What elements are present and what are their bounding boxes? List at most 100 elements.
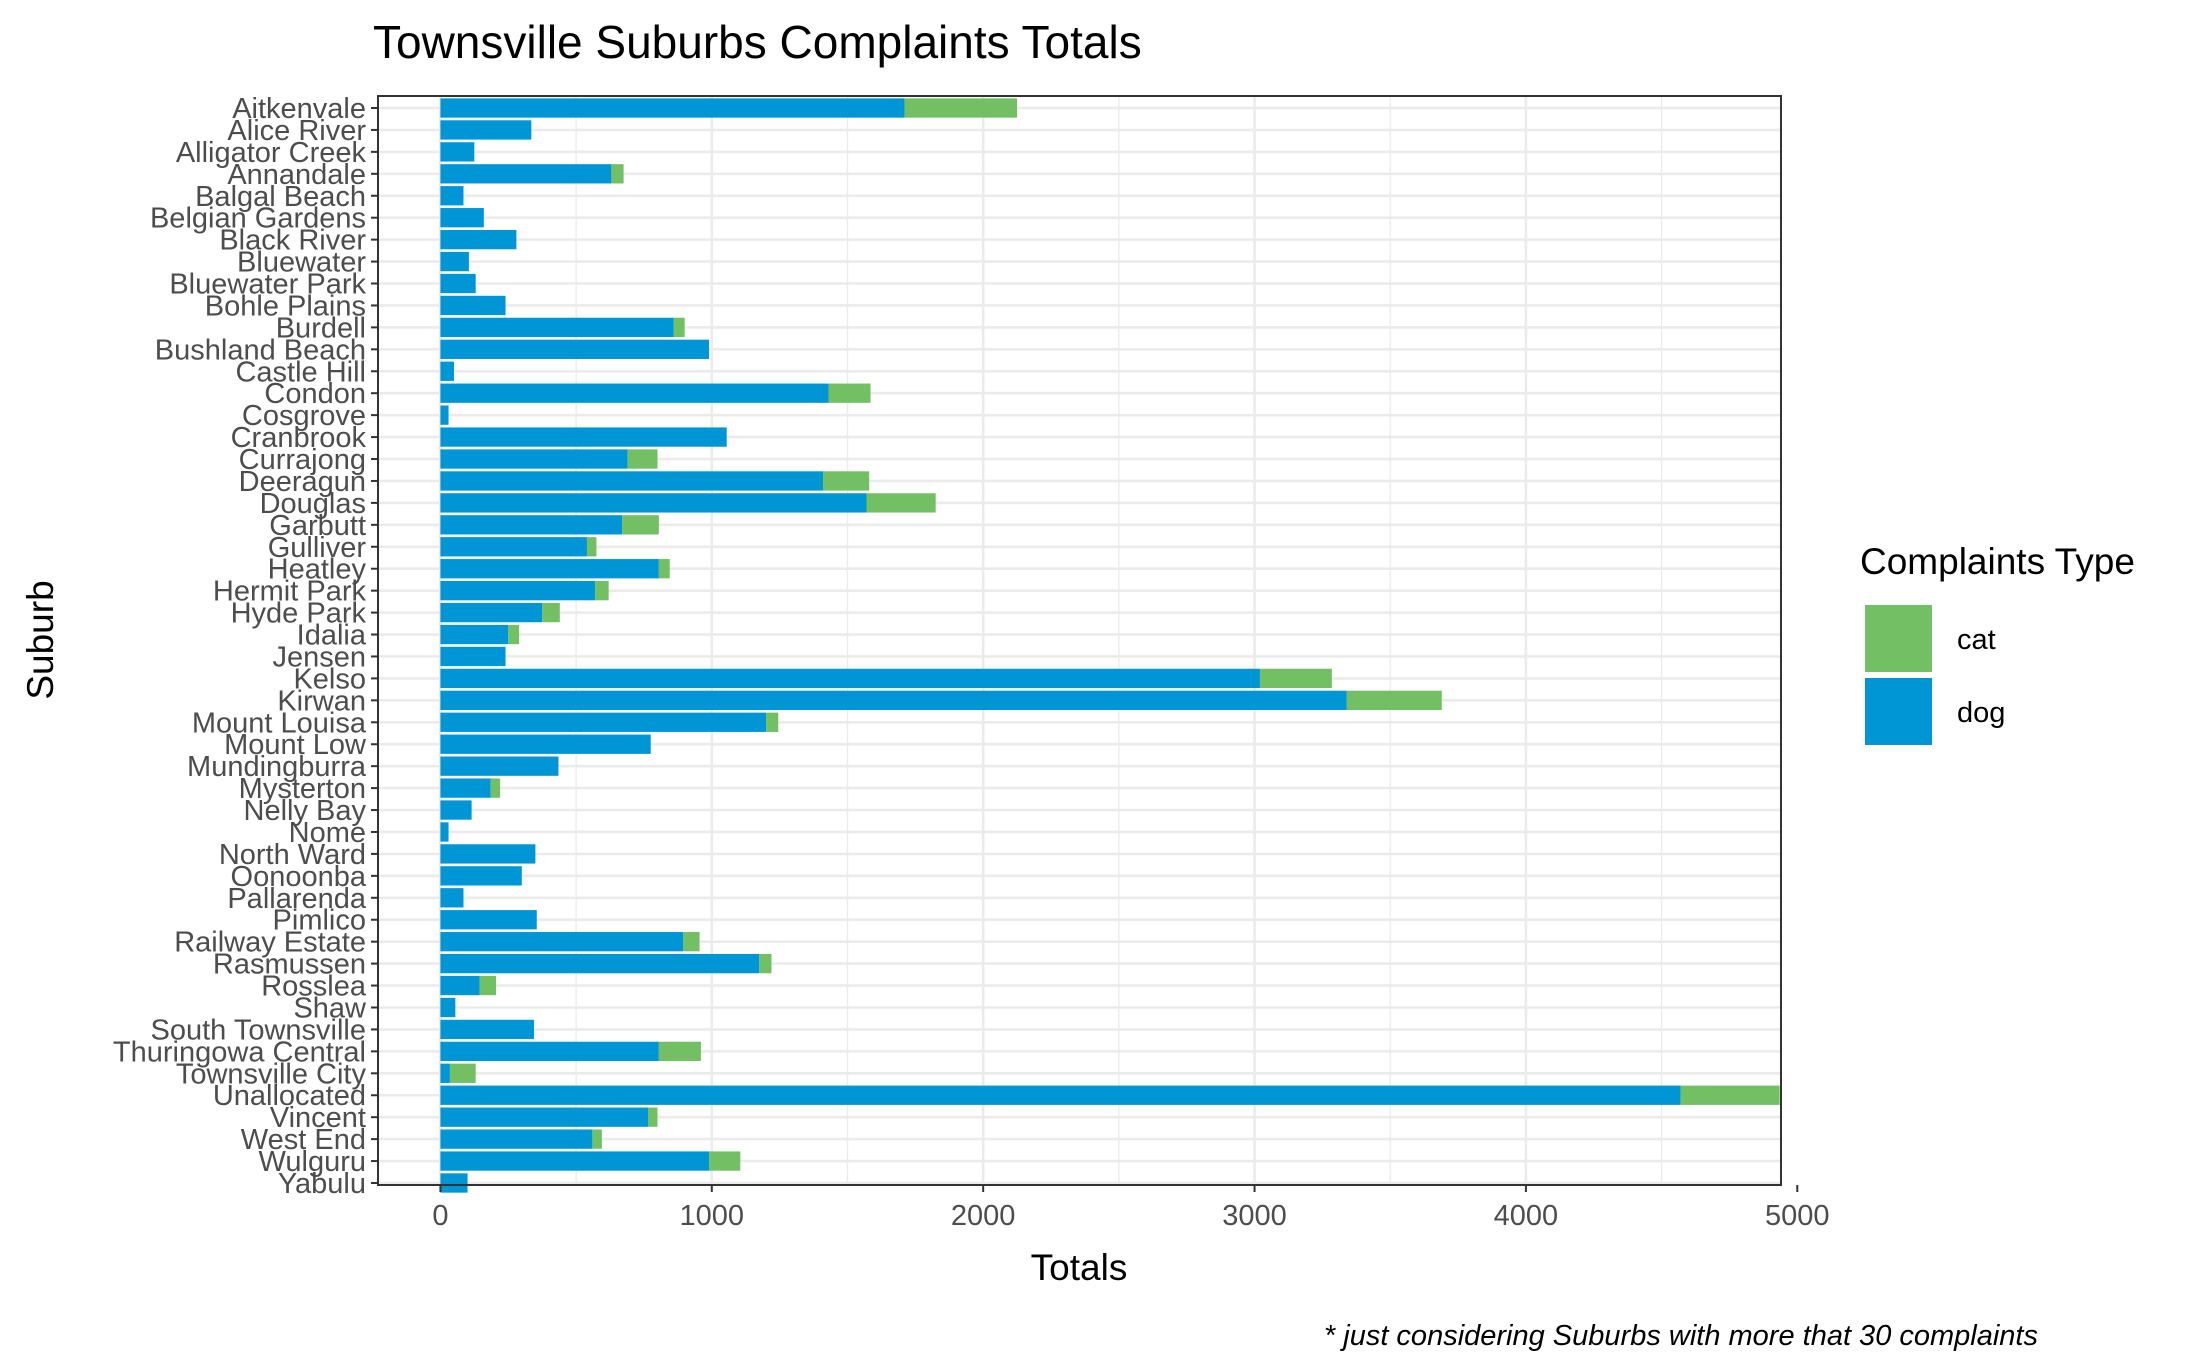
bars: [440, 98, 1780, 1193]
bar-cat-aitkenvale: [904, 98, 1018, 118]
bar-cat-burdell: [673, 317, 685, 338]
x-axis-title: Totals: [1031, 1247, 1128, 1288]
x-tick-label: 1000: [680, 1200, 745, 1232]
x-tick-label: 2000: [951, 1200, 1016, 1232]
y-tick-label: Kelso: [293, 663, 366, 695]
y-tick-label: Rosslea: [261, 971, 367, 1003]
y-tick-label: Mount Louisa: [192, 707, 367, 739]
y-tick-label: Hyde Park: [231, 598, 367, 630]
bar-cat-douglas: [866, 493, 936, 513]
y-tick-label: Alice River: [227, 115, 366, 147]
bar-cat-rosslea: [479, 975, 497, 996]
legend-key-cat: [1865, 605, 1932, 672]
bar-dog-bohle-plains: [440, 295, 506, 316]
y-tick-label: North Ward: [219, 839, 366, 871]
bar-cat-gulliver: [586, 537, 597, 557]
legend-label-dog: dog: [1957, 697, 2005, 729]
x-tick-label: 4000: [1494, 1200, 1559, 1232]
y-tick-label: Railway Estate: [174, 927, 366, 959]
bar-dog-west-end: [440, 1129, 593, 1149]
bar-dog-south-townsville: [440, 1019, 535, 1040]
bar-dog-bushland-beach: [440, 339, 710, 359]
bar-dog-railway-estate: [440, 932, 684, 952]
x-tick-label: 3000: [1222, 1200, 1287, 1232]
y-tick-label: Nelly Bay: [244, 795, 367, 827]
y-tick-label: Pimlico: [273, 905, 366, 937]
bar-dog-oonoonba: [440, 866, 522, 886]
bar-dog-currajong: [440, 449, 628, 469]
bar-dog-north-ward: [440, 844, 536, 864]
chart-caption: * just considering Suburbs with more tha…: [1324, 1320, 2038, 1352]
bar-dog-shaw: [440, 997, 456, 1018]
y-tick-label: Unallocated: [213, 1080, 366, 1112]
bar-cat-idalia: [508, 624, 520, 645]
y-tick-label: Vincent: [270, 1102, 366, 1134]
y-tick-label: Nome: [289, 817, 366, 849]
bar-dog-mount-louisa: [440, 712, 767, 732]
y-tick-label: Bluewater Park: [169, 269, 366, 301]
bar-cat-mount-louisa: [766, 712, 779, 732]
y-tick-label: Shaw: [293, 992, 367, 1024]
legend: Complaints Type cat dog: [1860, 541, 2135, 745]
legend-key-dog: [1865, 678, 1932, 745]
bar-cat-kirwan: [1346, 690, 1442, 710]
x-tick-label: 5000: [1765, 1200, 1830, 1232]
y-tick-label: Castle Hill: [235, 356, 366, 388]
bar-dog-mount-low: [440, 734, 651, 754]
y-tick-label: Cranbrook: [231, 422, 367, 454]
bar-dog-yabulu: [440, 1173, 468, 1193]
y-tick-label: Burdell: [276, 312, 366, 344]
bar-cat-garbutt: [622, 515, 659, 535]
y-tick-label: Annandale: [227, 159, 366, 191]
bar-cat-wulguru: [709, 1151, 741, 1171]
bar-dog-pallarenda: [440, 888, 464, 908]
bar-dog-pimlico: [440, 910, 537, 930]
y-tick-label: Heatley: [268, 554, 367, 586]
y-tick-label: Alligator Creek: [176, 137, 367, 169]
gridlines: [378, 96, 1781, 1185]
bar-cat-thuringowa-central: [658, 1041, 701, 1062]
bar-cat-townsville-city: [449, 1063, 476, 1083]
bar-cat-hermit-park: [595, 581, 609, 601]
bar-cat-unallocated: [1680, 1085, 1780, 1105]
bar-dog-thuringowa-central: [440, 1041, 659, 1062]
bar-cat-mysterton: [490, 778, 501, 798]
bar-dog-idalia: [440, 624, 509, 645]
y-tick-label: Thuringowa Central: [113, 1036, 366, 1068]
bar-dog-alligator-creek: [440, 142, 475, 162]
bar-dog-aitkenvale: [440, 98, 905, 118]
y-tick-label: Wulguru: [259, 1146, 366, 1178]
x-axis: 0 1000 2000 3000 4000 5000: [432, 1185, 1830, 1232]
y-tick-label: Idalia: [297, 620, 367, 652]
bar-cat-annandale: [611, 164, 624, 184]
bar-dog-deeragun: [440, 471, 824, 491]
bar-dog-bluewater-park: [440, 273, 476, 294]
bar-dog-condon: [440, 383, 829, 403]
y-tick-label: Bluewater: [237, 247, 366, 279]
bar-dog-hermit-park: [440, 581, 596, 601]
bar-dog-douglas: [440, 493, 867, 513]
y-tick-label: Mundingburra: [187, 751, 367, 783]
y-tick-label: Hermit Park: [213, 576, 367, 608]
panel-border: [377, 95, 1782, 1186]
y-tick-label: Deeragun: [239, 466, 366, 498]
bar-dog-burdell: [440, 317, 674, 338]
y-tick-label: Kirwan: [277, 685, 366, 717]
bar-dog-kirwan: [440, 690, 1347, 710]
panel-background: [378, 96, 1781, 1185]
bar-dog-balgal-beach: [440, 186, 464, 206]
bar-dog-alice-river: [440, 120, 532, 140]
legend-title: Complaints Type: [1860, 541, 2135, 582]
plot-area: [377, 95, 1782, 1193]
y-tick-label: Oonoonba: [231, 861, 367, 893]
y-tick-label: Bohle Plains: [205, 290, 366, 322]
bar-cat-deeragun: [823, 471, 870, 491]
y-tick-label: Condon: [264, 378, 366, 410]
y-tick-label: Balgal Beach: [195, 181, 366, 213]
y-tick-label: Currajong: [239, 444, 366, 476]
y-tick-label: Black River: [219, 225, 366, 257]
bar-dog-castle-hill: [440, 361, 454, 381]
legend-items: cat dog: [1865, 605, 2005, 745]
y-tick-label: Rasmussen: [213, 949, 366, 981]
